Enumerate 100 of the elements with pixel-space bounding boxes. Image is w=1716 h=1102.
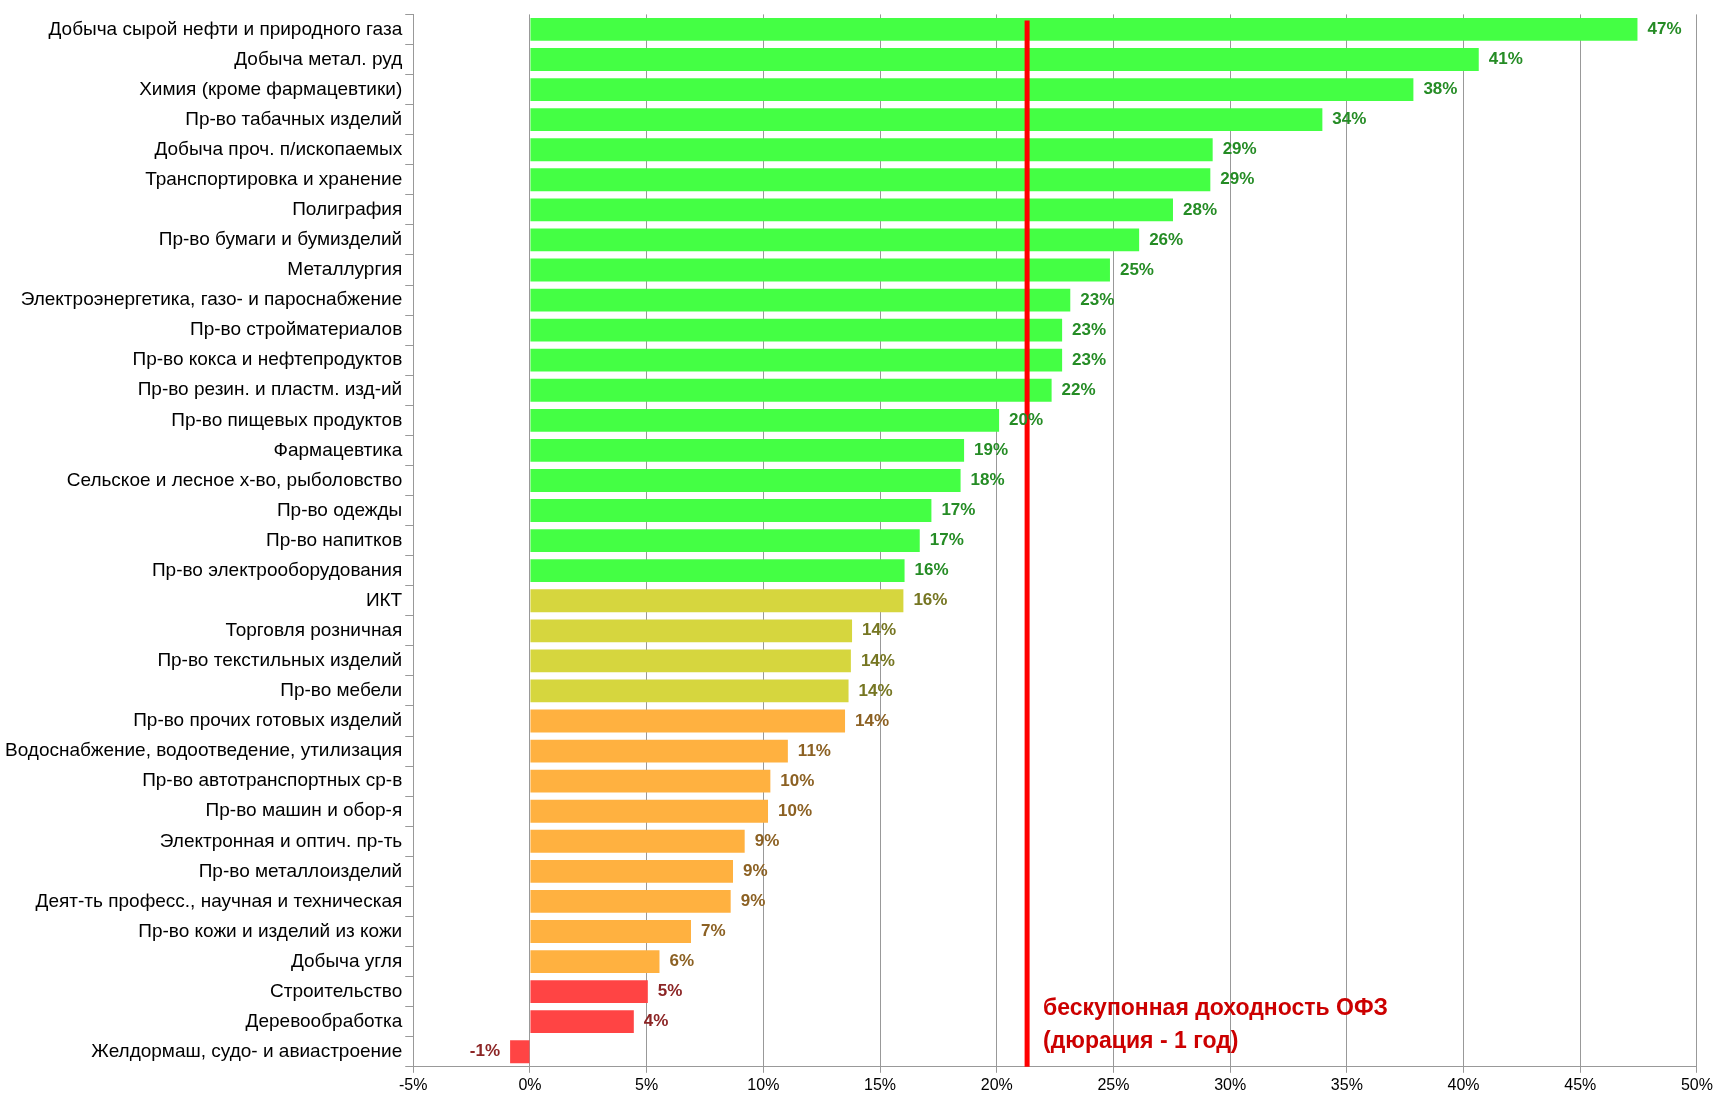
- y-tick-label: Сельское и лесное х-во, рыболовство: [66, 468, 403, 490]
- bar: [530, 799, 769, 823]
- data-label: 26%: [1149, 229, 1184, 249]
- bar: [530, 48, 1479, 71]
- bar: [510, 1040, 530, 1064]
- bar: [530, 950, 660, 973]
- y-tick-label: Добыча проч. п/ископаемых: [154, 137, 403, 159]
- bar: [530, 890, 731, 913]
- data-label: 23%: [1072, 349, 1107, 369]
- bar: [530, 288, 1071, 312]
- x-tick-label: -5%: [399, 1075, 428, 1093]
- y-tick-label: Пр-во табачных изделий: [185, 107, 403, 129]
- y-tick-label: Деят-ть професс., научная и техническая: [35, 889, 403, 911]
- y-tick-label: Химия (кроме фармацевтики): [139, 77, 403, 99]
- data-label: 38%: [1423, 79, 1458, 99]
- y-tick-label: Пр-во автотранспортных ср-в: [142, 769, 403, 791]
- data-label: 7%: [700, 921, 726, 941]
- data-label: 29%: [1220, 169, 1255, 189]
- x-tick-label: 40%: [1447, 1075, 1480, 1093]
- y-tick-label: Пр-во одежды: [276, 498, 403, 520]
- bar: [530, 739, 788, 763]
- x-tick-label: 50%: [1680, 1075, 1713, 1093]
- bar: [530, 378, 1052, 402]
- x-tick-label: 45%: [1564, 1075, 1597, 1093]
- y-tick-label: Пр-во кокса и нефтепродуктов: [132, 348, 403, 370]
- y-tick-label: Добыча метал. руд: [234, 47, 403, 69]
- y-tick-label: Пр-во пищевых продуктов: [171, 408, 403, 430]
- x-tick-label: 15%: [864, 1075, 897, 1093]
- y-tick-label: Добыча угля: [290, 949, 403, 971]
- data-label: 14%: [858, 680, 893, 700]
- data-label: 14%: [862, 620, 897, 640]
- data-label: 17%: [929, 530, 964, 550]
- data-label: 28%: [1182, 199, 1218, 219]
- x-tick-label: 30%: [1214, 1075, 1247, 1093]
- y-tick-label: Пр-во напитков: [266, 528, 403, 550]
- y-tick-label: ИКТ: [365, 588, 403, 610]
- bar: [530, 920, 691, 943]
- bar: [530, 78, 1414, 101]
- bar: [530, 499, 932, 522]
- data-label: 9%: [740, 891, 766, 911]
- x-tick-label: 0%: [518, 1075, 542, 1093]
- data-label: 4%: [643, 1011, 669, 1031]
- data-label: 23%: [1080, 289, 1115, 309]
- bar: [530, 258, 1110, 282]
- bar: [530, 769, 771, 793]
- y-tick-label: Деревообработка: [245, 1009, 403, 1031]
- bar: [530, 198, 1173, 222]
- y-tick-label: Пр-во машин и обор-я: [205, 799, 403, 821]
- bar: [530, 829, 745, 853]
- data-label: 19%: [974, 440, 1009, 460]
- y-tick-label: Пр-во текстильных изделий: [157, 649, 403, 671]
- y-tick-label: Водоснабжение, водоотведение, утилизация: [4, 739, 403, 761]
- bar: [530, 589, 904, 613]
- bar: [530, 108, 1323, 132]
- data-label: 47%: [1647, 19, 1682, 39]
- bar: [530, 709, 846, 733]
- y-tick-label: Электроэнергетика, газо- и пароснабжение: [20, 288, 403, 310]
- data-label: 10%: [780, 770, 815, 790]
- x-tick-label: 10%: [747, 1075, 780, 1093]
- data-label: 11%: [797, 740, 831, 760]
- data-label: -1%: [469, 1041, 501, 1061]
- bar: [530, 559, 905, 583]
- y-tick-label: Фармацевтика: [273, 438, 403, 460]
- y-tick-label: Полиграфия: [292, 198, 403, 220]
- bar: [530, 138, 1213, 162]
- data-label: 10%: [778, 800, 813, 820]
- data-label: 9%: [743, 861, 768, 881]
- bar: [530, 318, 1063, 342]
- y-tick-label: Электронная и оптич. пр-ть: [159, 829, 403, 851]
- bar: [530, 1010, 634, 1034]
- y-tick-label: Пр-во резин. и пластм. изд-ий: [137, 378, 403, 400]
- bar: [530, 679, 849, 703]
- bar: [530, 408, 1000, 432]
- data-label: 22%: [1061, 379, 1096, 399]
- y-tick-label: Желдормаш, судо- и авиастроение: [91, 1040, 403, 1061]
- y-tick-label: Строительство: [270, 979, 403, 1001]
- data-label: 23%: [1072, 319, 1107, 339]
- data-label: 5%: [657, 981, 683, 1001]
- y-tick-label: Пр-во прочих готовых изделий: [133, 709, 403, 731]
- bar: [530, 469, 961, 492]
- bar: [530, 859, 734, 883]
- bar: [530, 168, 1211, 192]
- data-label: 29%: [1222, 139, 1257, 159]
- data-label: 9%: [754, 830, 780, 850]
- data-label: 14%: [855, 710, 890, 730]
- data-label: 16%: [914, 560, 949, 580]
- data-label: 25%: [1119, 259, 1154, 279]
- x-tick-label: 35%: [1330, 1075, 1363, 1093]
- x-tick-label: 25%: [1097, 1075, 1130, 1093]
- bar: [530, 649, 851, 673]
- y-tick-label: Пр-во стройматериалов: [190, 318, 403, 340]
- bar: [530, 529, 920, 553]
- y-tick-label: Пр-во металлоизделий: [198, 859, 403, 881]
- data-label: 14%: [860, 650, 895, 670]
- data-label: 41%: [1488, 49, 1523, 69]
- data-label: 34%: [1332, 109, 1367, 129]
- bar: [530, 348, 1063, 372]
- y-tick-label: Добыча сырой нефти и природного газа: [48, 17, 403, 39]
- data-label: 6%: [669, 951, 695, 971]
- y-tick-label: Металлургия: [287, 258, 403, 280]
